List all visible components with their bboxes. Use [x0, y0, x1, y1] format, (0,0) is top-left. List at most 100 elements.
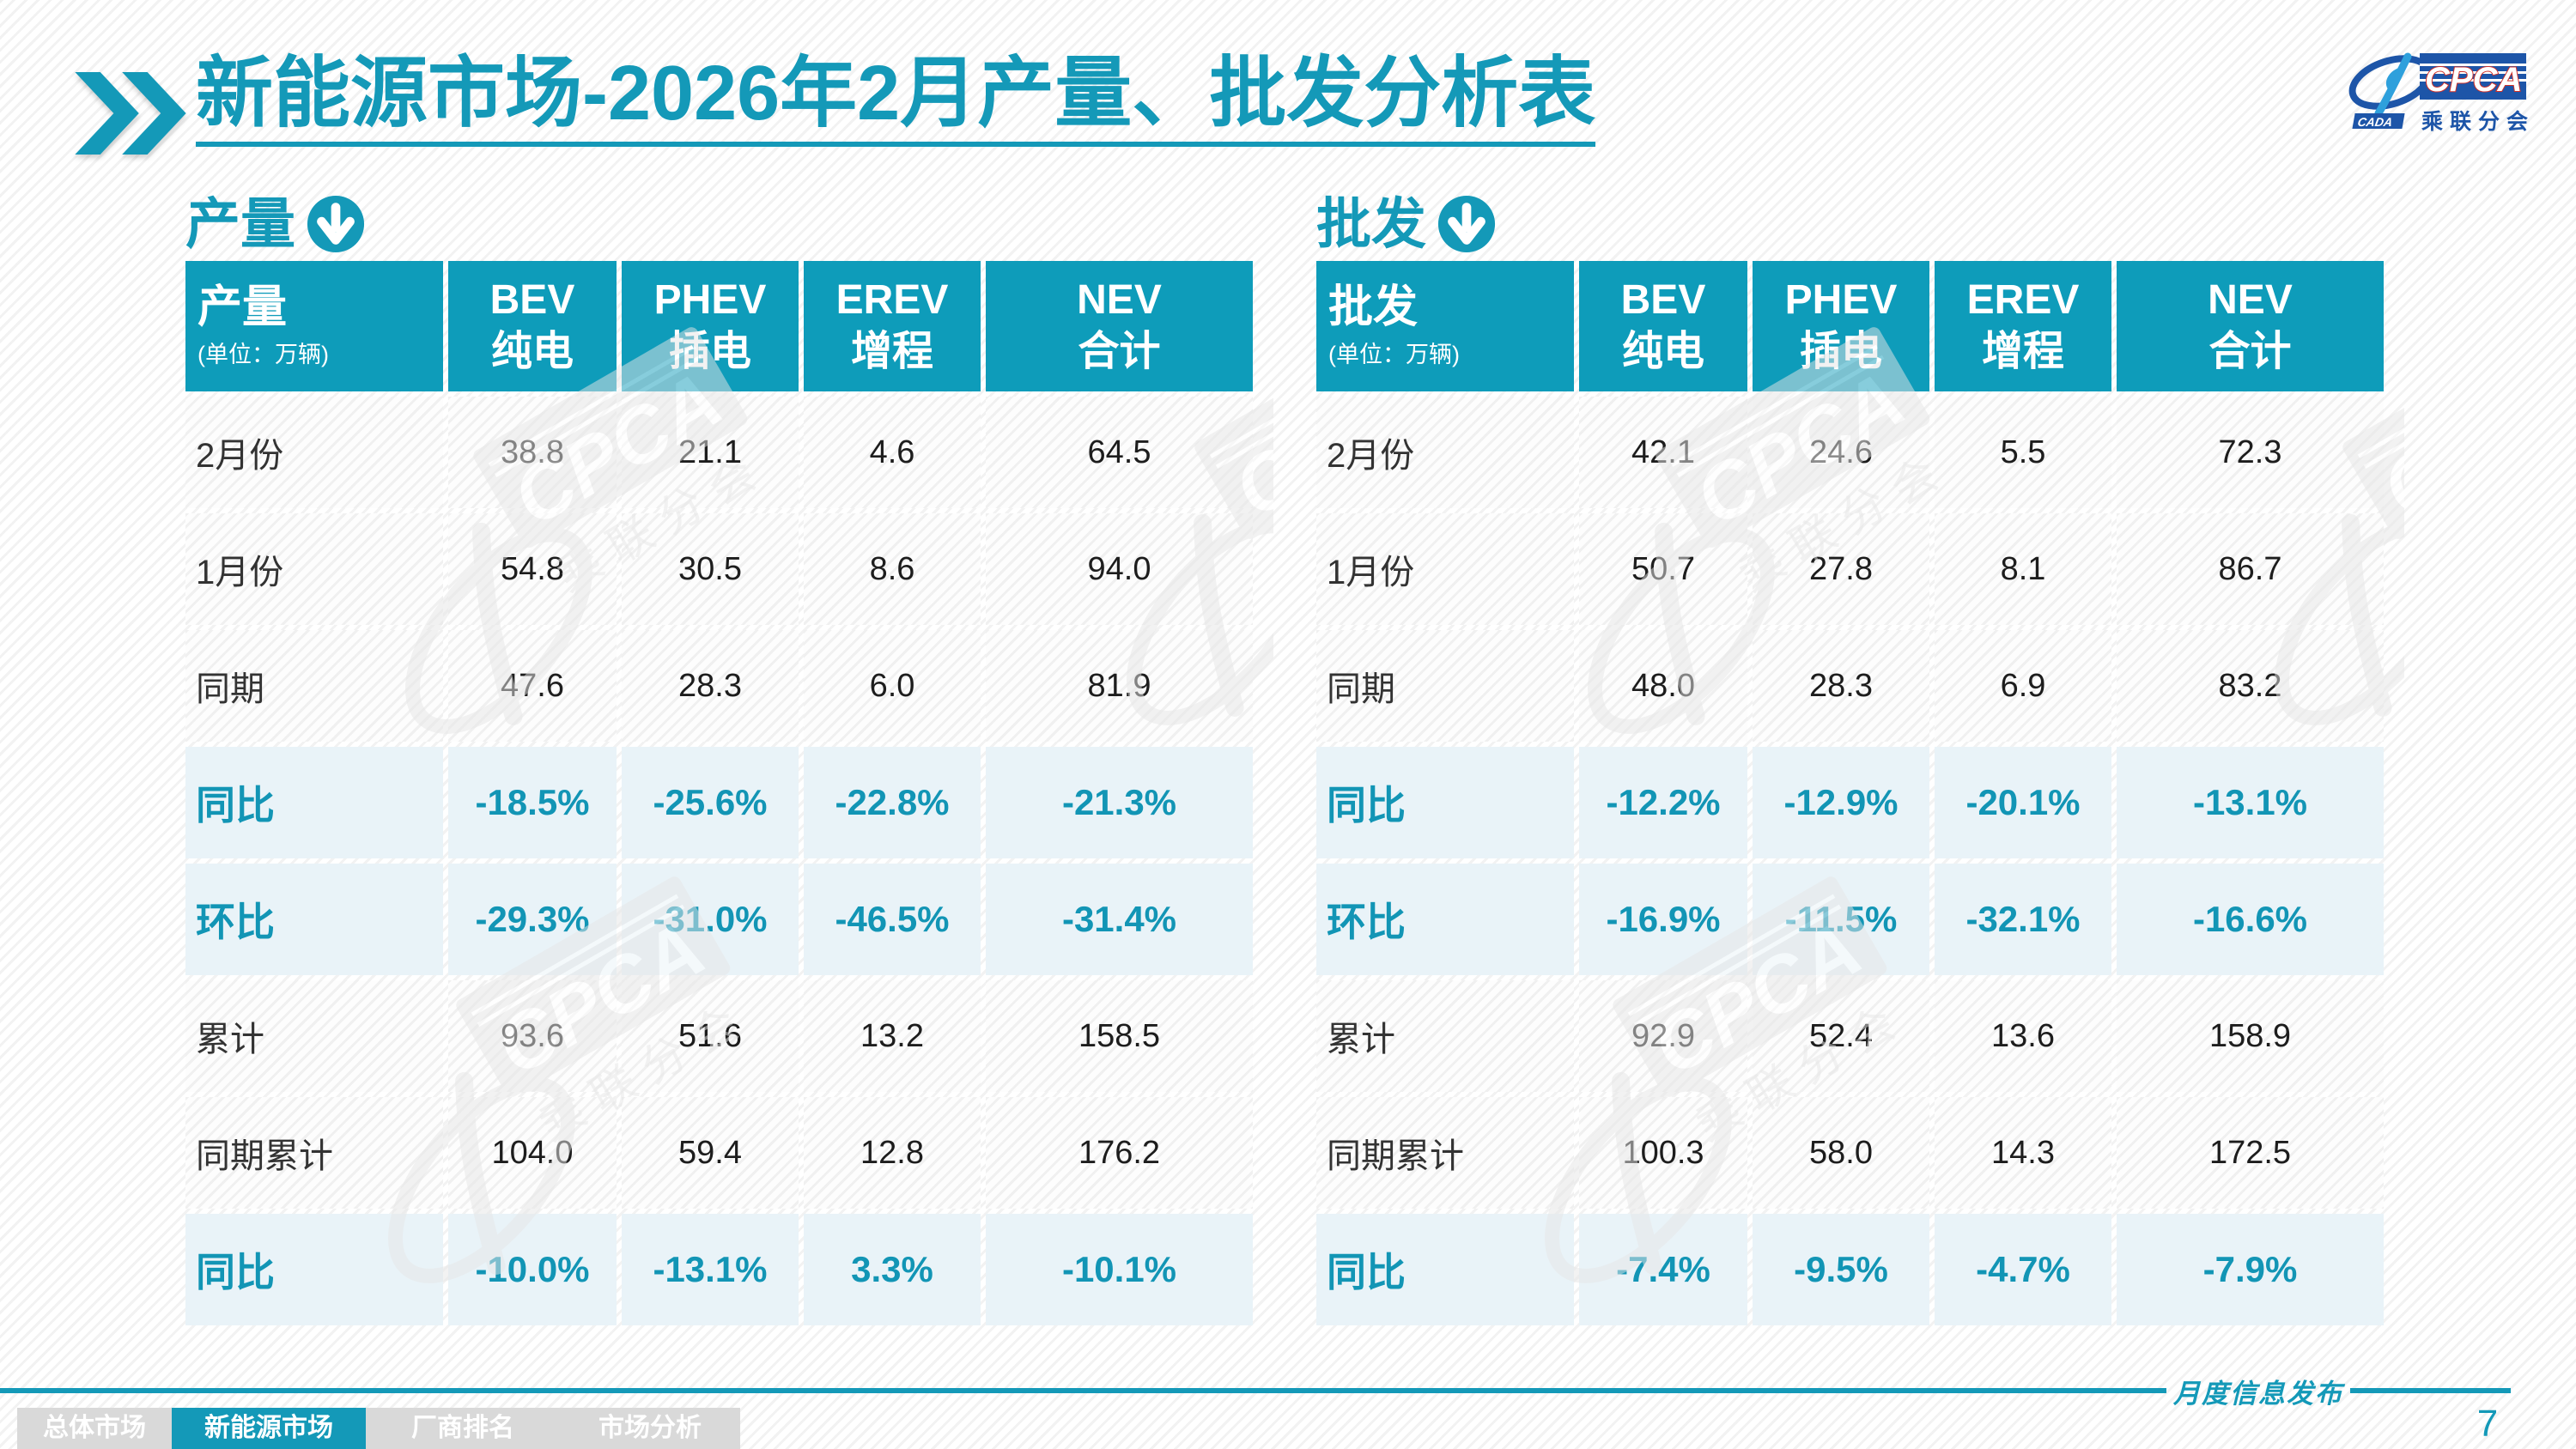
column-header-abbr: EREV [1966, 277, 2080, 323]
cpca-logo-graphic: CADA CPCA 乘联分会 [2348, 52, 2531, 134]
row-label: 2月份 [185, 397, 443, 508]
value-cell: -16.6% [2117, 864, 2384, 975]
logo-cpca-box [2420, 53, 2526, 100]
row-label: 同比 [185, 747, 443, 858]
value-cell: 158.5 [986, 980, 1253, 1092]
column-header-abbr: PHEV [1784, 277, 1898, 323]
table-row: 同比 -18.5% -25.6% -22.8% -21.3% [185, 747, 1253, 858]
value-cell: 5.5 [1935, 397, 2111, 508]
tab-oem-ranking[interactable]: 厂商排名 [366, 1408, 560, 1449]
tab-nev-market[interactable]: 新能源市场 [172, 1408, 366, 1449]
value-cell: 24.6 [1753, 397, 1929, 508]
tab-overall-market[interactable]: 总体市场 [17, 1408, 172, 1449]
value-cell: 59.4 [622, 1097, 799, 1209]
bottom-nav: 总体市场 新能源市场 厂商排名 市场分析 [17, 1408, 740, 1449]
publish-label: 月度信息发布 [2173, 1378, 2343, 1410]
value-cell: -11.5% [1753, 864, 1929, 975]
row-label: 同期累计 [185, 1097, 443, 1209]
column-header: PHEV 插电 [622, 261, 799, 391]
value-cell: -32.1% [1935, 864, 2111, 975]
value-cell: -10.1% [986, 1214, 1253, 1325]
table-unit: (单位：万辆) [197, 342, 329, 368]
row-label: 同期累计 [1316, 1097, 1574, 1209]
value-cell: 28.3 [1753, 630, 1929, 742]
row-label: 同比 [1316, 1214, 1574, 1325]
table-row: 同期 48.0 28.3 6.9 83.2 [1316, 630, 2384, 742]
value-cell: 83.2 [2117, 630, 2384, 742]
wholesale-section-head: 批发 [1316, 191, 2404, 258]
table-row: 2月份 42.1 24.6 5.5 72.3 [1316, 397, 2384, 508]
value-cell: 38.8 [448, 397, 617, 508]
value-cell: 27.8 [1753, 513, 1929, 625]
value-cell: -31.4% [986, 864, 1253, 975]
row-label: 同比 [185, 1214, 443, 1325]
circle-down-arrow-icon [1437, 195, 1496, 253]
table-title: 批发 [1328, 282, 1419, 332]
value-cell: -12.2% [1579, 747, 1747, 858]
logo-swoosh [2374, 52, 2412, 118]
column-header-abbr: NEV [2208, 277, 2293, 323]
row-label: 1月份 [185, 513, 443, 625]
value-cell: 54.8 [448, 513, 617, 625]
value-cell: 52.4 [1753, 980, 1929, 1092]
table-row: 同期累计 100.3 58.0 14.3 172.5 [1316, 1097, 2384, 1209]
column-header: BEV 纯电 [448, 261, 617, 391]
value-cell: 3.3% [804, 1214, 981, 1325]
column-header-cn: 增程 [850, 329, 933, 374]
column-header: BEV 纯电 [1579, 261, 1747, 391]
value-cell: 6.0 [804, 630, 981, 742]
row-label: 同期 [1316, 630, 1574, 742]
logo-subtitle-text: 乘联分会 [2421, 110, 2531, 134]
tab-market-analysis[interactable]: 市场分析 [560, 1408, 740, 1449]
value-cell: -25.6% [622, 747, 799, 858]
value-cell: 93.6 [448, 980, 617, 1092]
logo-cada-text: CADA [2356, 115, 2393, 129]
value-cell: 6.9 [1935, 630, 2111, 742]
wholesale-section-label: 批发 [1316, 193, 1426, 255]
column-header-abbr: NEV [1077, 277, 1162, 323]
value-cell: -13.1% [2117, 747, 2384, 858]
row-label: 同比 [1316, 747, 1574, 858]
row-label: 累计 [185, 980, 443, 1092]
value-cell: 8.1 [1935, 513, 2111, 625]
value-cell: -22.8% [804, 747, 981, 858]
value-cell: -13.1% [622, 1214, 799, 1325]
wholesale-table-host: 批发 (单位：万辆) BEV 纯电 PHEV 插电 EREV 增程 NEV 合计 2月份 42.1 24… [1316, 256, 2404, 1331]
column-header-cn: 纯电 [1621, 329, 1704, 374]
table-row: 环比 -16.9% -11.5% -32.1% -16.6% [1316, 864, 2384, 975]
column-header-cn: 纯电 [490, 329, 574, 374]
value-cell: 42.1 [1579, 397, 1747, 508]
value-cell: 86.7 [2117, 513, 2384, 625]
table-title-cell: 产量 (单位：万辆) [185, 261, 443, 391]
table-row: 1月份 50.7 27.8 8.1 86.7 [1316, 513, 2384, 625]
cpca-logo: CADA CPCA 乘联分会 [2348, 48, 2531, 137]
table-row: 同比 -10.0% -13.1% 3.3% -10.1% [185, 1214, 1253, 1325]
value-cell: -10.0% [448, 1214, 617, 1325]
row-label: 累计 [1316, 980, 1574, 1092]
value-cell: 14.3 [1935, 1097, 2111, 1209]
logo-swoosh-2 [2385, 67, 2404, 93]
production-section-head: 产量 [185, 191, 1273, 258]
footer-rule-right [2350, 1388, 2511, 1393]
value-cell: 100.3 [1579, 1097, 1747, 1209]
value-cell: -9.5% [1753, 1214, 1929, 1325]
value-cell: -21.3% [986, 747, 1253, 858]
value-cell: -16.9% [1579, 864, 1747, 975]
table-row: 同比 -12.2% -12.9% -20.1% -13.1% [1316, 747, 2384, 858]
column-header-cn: 合计 [2208, 329, 2292, 374]
production-section-label: 产量 [185, 193, 295, 255]
circle-down-arrow-icon [307, 195, 365, 253]
table-row: 累计 92.9 52.4 13.6 158.9 [1316, 980, 2384, 1092]
value-cell: 28.3 [622, 630, 799, 742]
table-row: 同期累计 104.0 59.4 12.8 176.2 [185, 1097, 1253, 1209]
footer-rule: 月度信息发布 [0, 1372, 2511, 1410]
value-cell: -29.3% [448, 864, 617, 975]
value-cell: 64.5 [986, 397, 1253, 508]
table-row: 同比 -7.4% -9.5% -4.7% -7.9% [1316, 1214, 2384, 1325]
value-cell: 104.0 [448, 1097, 617, 1209]
row-label: 2月份 [1316, 397, 1574, 508]
production-table: 产量 (单位：万辆) BEV 纯电 PHEV 插电 EREV 增程 NEV 合计 2月份 38.8 21… [185, 256, 1258, 1331]
value-cell: 176.2 [986, 1097, 1253, 1209]
row-label: 1月份 [1316, 513, 1574, 625]
